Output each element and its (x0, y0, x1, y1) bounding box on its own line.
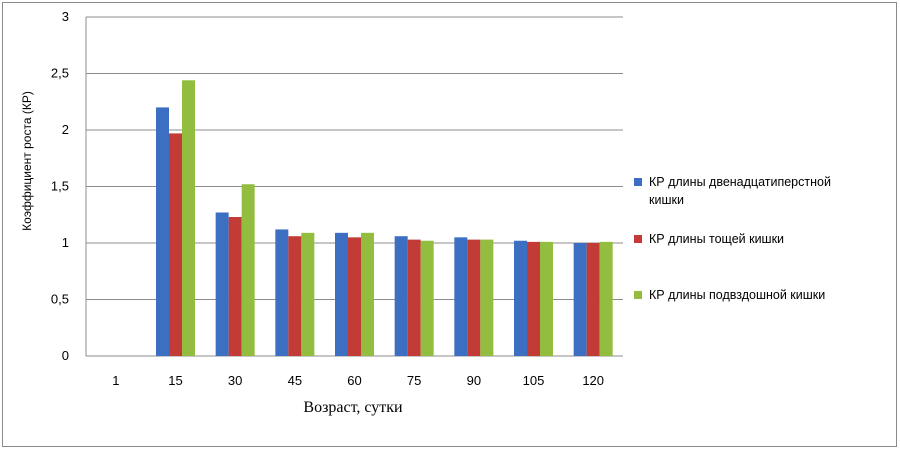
bar (586, 243, 600, 356)
bar (514, 240, 527, 356)
bar (599, 241, 613, 356)
x-axis-ticks: 1 15 30 45 60 75 90 105 120 (112, 373, 604, 388)
x-tick-label: 60 (347, 373, 361, 388)
y-tick-label: 3 (62, 9, 69, 24)
y-axis-label: Коэффициент роста (КР) (20, 91, 34, 231)
x-tick-label: 90 (467, 373, 481, 388)
x-tick-label: 105 (523, 373, 545, 388)
bar (228, 217, 242, 356)
x-tick-label: 45 (288, 373, 302, 388)
legend-label: КР длины подвздошной кишки (649, 288, 825, 302)
bar (215, 212, 229, 356)
bar (169, 133, 182, 356)
bar (540, 241, 553, 356)
x-tick-label: 120 (582, 373, 604, 388)
bar (275, 229, 289, 356)
bar (156, 107, 169, 357)
chart-frame: 0 0,5 1 1,5 2 2,5 3 1 15 30 45 60 75 90 105 120 Коэффи… (2, 2, 897, 447)
bar (480, 239, 494, 356)
bar (420, 240, 434, 356)
y-tick-label: 0,5 (51, 292, 69, 307)
x-tick-label: 1 (112, 373, 119, 388)
y-tick-label: 1,5 (51, 179, 69, 194)
x-tick-label: 75 (407, 373, 421, 388)
bar (407, 239, 421, 356)
x-axis-label: Возраст, сутки (303, 399, 403, 416)
bar (573, 243, 587, 356)
bar (527, 241, 540, 356)
bar (335, 232, 348, 356)
bar-chart: 0 0,5 1 1,5 2 2,5 3 1 15 30 45 60 75 90 105 120 Коэффи… (20, 9, 831, 416)
y-tick-label: 2 (62, 122, 69, 137)
y-tick-label: 1 (62, 235, 69, 250)
bar (241, 184, 255, 356)
y-tick-label: 2,5 (51, 66, 69, 81)
bar (301, 232, 315, 356)
bar (467, 239, 481, 356)
y-tick-label: 0 (62, 348, 69, 363)
bar (361, 232, 374, 356)
bar (454, 237, 468, 356)
bar (348, 237, 361, 356)
legend-label: КР длины двенадцатиперстной (649, 175, 831, 189)
bar (288, 236, 302, 356)
legend-swatch (634, 178, 642, 186)
legend-swatch (634, 291, 642, 299)
x-tick-label: 15 (168, 373, 182, 388)
legend: КР длины двенадцатиперстной кишки КР длины… (634, 175, 831, 302)
legend-swatch (634, 235, 642, 243)
legend-label: кишки (649, 193, 684, 207)
bar (394, 236, 408, 356)
legend-label: КР длины тощей кишки (649, 232, 784, 246)
bar (182, 80, 195, 356)
bars (156, 80, 613, 357)
x-tick-label: 30 (228, 373, 242, 388)
y-axis-ticks: 0 0,5 1 1,5 2 2,5 3 (51, 9, 69, 363)
